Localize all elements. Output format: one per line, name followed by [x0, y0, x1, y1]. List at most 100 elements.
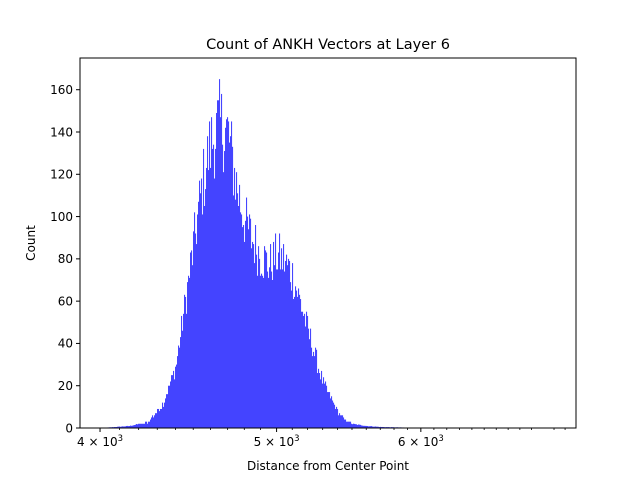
histogram-bar [198, 201, 200, 428]
histogram-bar [300, 299, 302, 428]
histogram-bar [209, 121, 211, 429]
histogram-bar [373, 426, 375, 428]
histogram-bar [334, 404, 336, 428]
histogram-bar [345, 419, 347, 428]
histogram-bar [370, 426, 372, 428]
histogram-bar [347, 421, 349, 428]
histogram-bar [232, 146, 234, 429]
histogram-bar [293, 299, 295, 428]
histogram-bar [299, 294, 301, 428]
histogram-bar [359, 424, 361, 428]
histogram-bar [313, 351, 315, 428]
histogram-bar [350, 421, 352, 428]
y-tick-label: 140 [50, 125, 73, 139]
histogram-bar [166, 394, 168, 428]
histogram-bar [222, 144, 224, 428]
histogram-bar [125, 426, 127, 428]
histogram-bar [374, 426, 376, 428]
histogram-bar [267, 271, 269, 428]
histogram-bar [356, 424, 358, 428]
histogram-bar [307, 315, 309, 428]
histogram-bar [121, 426, 123, 428]
histogram-bar [333, 402, 335, 428]
x-tick-label: 4 × 103 [77, 434, 123, 449]
histogram-bar [191, 250, 193, 428]
histogram-bar [165, 398, 167, 428]
histogram-bar [223, 172, 225, 428]
histogram-bar [375, 426, 377, 428]
histogram-bar [303, 315, 305, 428]
histogram-bar [204, 206, 206, 428]
histogram-bar [296, 290, 298, 428]
histogram-bar [358, 424, 360, 428]
histogram-bar [157, 408, 159, 428]
histogram-bar [323, 377, 325, 428]
histogram-bar [155, 413, 157, 428]
histogram-bar [167, 394, 169, 428]
histogram-bar [117, 426, 119, 428]
histogram-bar [227, 117, 229, 428]
histogram-bar [369, 426, 371, 428]
histogram-bar [152, 415, 154, 428]
histogram-bar [314, 356, 316, 428]
histogram-bar [171, 375, 173, 428]
histogram-bar [258, 246, 260, 428]
histogram-bar [310, 328, 312, 428]
histogram-bar [238, 206, 240, 428]
histogram-bar [342, 415, 344, 428]
histogram-bar [284, 271, 286, 428]
histogram-bar [126, 425, 128, 428]
histogram-bar [240, 212, 242, 428]
y-axis-label: Count [24, 225, 38, 261]
x-axis-ticks: 4 × 103 5 × 103 6 × 103 [77, 428, 566, 449]
histogram-bar [246, 197, 248, 428]
histogram-bar [364, 425, 366, 428]
histogram-bar [122, 426, 124, 428]
y-tick-label: 80 [58, 252, 73, 266]
histogram-bar [237, 193, 239, 428]
histogram-bar [149, 421, 151, 428]
x-tick-label: 5 × 103 [254, 434, 300, 449]
histogram-bar [357, 424, 359, 428]
histogram-bar [259, 258, 261, 428]
histogram-bar [276, 269, 278, 428]
histogram-bar [295, 286, 297, 428]
histogram-bar [355, 424, 357, 428]
histogram-bar [206, 167, 208, 428]
histogram-bar [147, 423, 149, 428]
y-axis-ticks: 0 20 40 60 80 100 120 140 160 [50, 83, 80, 435]
histogram-bar [154, 415, 156, 428]
histogram-bar [221, 93, 223, 428]
histogram-bar [190, 252, 192, 428]
histogram-bar [164, 402, 166, 428]
histogram-bar [318, 368, 320, 428]
histogram-bar [326, 385, 328, 428]
histogram-bar [129, 426, 131, 428]
histogram-bar [341, 415, 343, 428]
histogram-bar [255, 225, 257, 428]
histogram-bar [207, 136, 209, 429]
histogram-bar [269, 267, 271, 428]
histogram-bar [158, 408, 160, 428]
histogram-bar [169, 385, 171, 428]
histogram-bar [230, 136, 232, 429]
histogram-bar [312, 356, 314, 428]
histogram-bar [214, 178, 216, 428]
histogram-bar [301, 311, 303, 428]
histogram-bar [162, 402, 164, 428]
histogram-bar [336, 406, 338, 428]
y-tick-label: 100 [50, 210, 73, 224]
histogram-bar [251, 248, 253, 428]
chart-title: Count of ANKH Vectors at Layer 6 [206, 37, 450, 53]
y-tick-label: 160 [50, 83, 73, 97]
histogram-bar [352, 424, 354, 428]
histogram-bar [253, 244, 255, 428]
histogram-bar [197, 214, 199, 428]
histogram-bar [344, 419, 346, 428]
histogram-bar [183, 313, 185, 428]
histogram-bar [229, 142, 231, 428]
histogram-bar [216, 112, 218, 428]
histogram-bar [244, 241, 246, 428]
histogram-bar [212, 148, 214, 428]
histogram-bar [235, 199, 237, 428]
